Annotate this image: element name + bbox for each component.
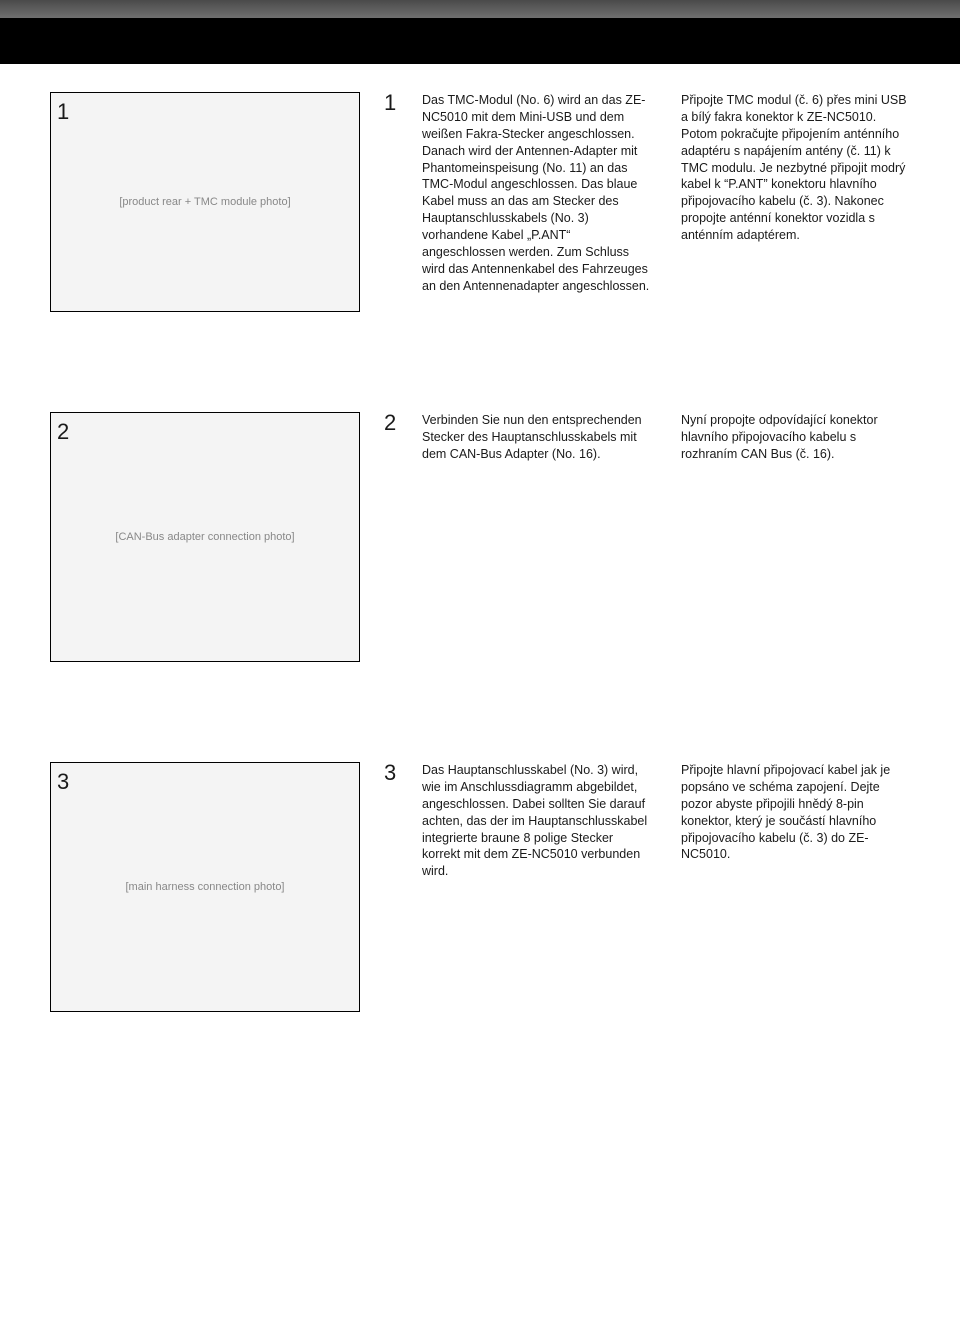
step-1-placeholder: [product rear + TMC module photo] — [119, 196, 290, 208]
page-content: 1 [product rear + TMC module photo] 1 Da… — [0, 64, 960, 1092]
step-3-text-col: 3 Das Hauptanschlusskabel (No. 3) wird, … — [384, 762, 910, 880]
step-1-frame: 1 [product rear + TMC module photo] — [50, 92, 360, 312]
step-2-text-cz: Nyní propojte odpovídající konektor hlav… — [681, 412, 910, 463]
step-3-image-col: 3 [main harness connection photo] — [50, 762, 360, 1012]
step-1-text-col: 1 Das TMC-Modul (No. 6) wird an das ZE-N… — [384, 92, 910, 295]
step-3-number: 3 — [384, 762, 398, 880]
step-2-image-col: 2 [CAN-Bus adapter connection photo] — [50, 412, 360, 662]
top-gradient-bar — [0, 0, 960, 18]
step-3-text-de: Das Hauptanschlusskabel (No. 3) wird, wi… — [422, 762, 651, 880]
step-3-placeholder: [main harness connection photo] — [126, 881, 285, 893]
step-2-frame-number: 2 — [57, 419, 69, 445]
step-1-text-de: Das TMC-Modul (No. 6) wird an das ZE-NC5… — [422, 92, 651, 295]
step-2: 2 [CAN-Bus adapter connection photo] 2 V… — [50, 412, 910, 662]
step-1-number: 1 — [384, 92, 398, 295]
step-3-columns: Das Hauptanschlusskabel (No. 3) wird, wi… — [422, 762, 910, 880]
step-2-columns: Verbinden Sie nun den entsprechenden Ste… — [422, 412, 910, 463]
step-1-image-col: 1 [product rear + TMC module photo] — [50, 92, 360, 312]
step-3-frame: 3 [main harness connection photo] — [50, 762, 360, 1012]
step-3: 3 [main harness connection photo] 3 Das … — [50, 762, 910, 1012]
step-1-text-cz: Připojte TMC modul (č. 6) přes mini USB … — [681, 92, 910, 295]
step-3-text-cz: Připojte hlavní připojovací kabel jak je… — [681, 762, 910, 880]
step-2-number: 2 — [384, 412, 398, 463]
step-1: 1 [product rear + TMC module photo] 1 Da… — [50, 92, 910, 312]
step-2-text-col: 2 Verbinden Sie nun den entsprechenden S… — [384, 412, 910, 463]
step-2-frame: 2 [CAN-Bus adapter connection photo] — [50, 412, 360, 662]
step-1-frame-number: 1 — [57, 99, 69, 125]
black-header-bar — [0, 18, 960, 64]
step-1-columns: Das TMC-Modul (No. 6) wird an das ZE-NC5… — [422, 92, 910, 295]
step-2-text-de: Verbinden Sie nun den entsprechenden Ste… — [422, 412, 651, 463]
step-3-frame-number: 3 — [57, 769, 69, 795]
step-2-placeholder: [CAN-Bus adapter connection photo] — [115, 531, 294, 543]
